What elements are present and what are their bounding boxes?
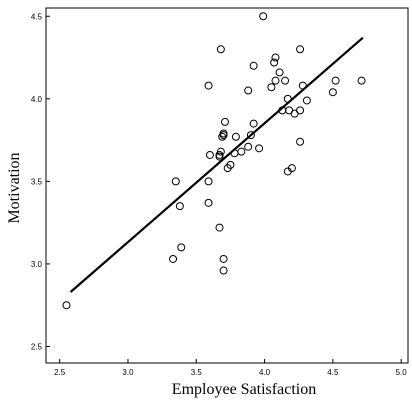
x-tick-label: 4.5	[327, 368, 339, 377]
x-tick-label: 3.5	[191, 368, 203, 377]
y-axis-ticks: 2.5 3.0 3.5 4.0 4.5	[31, 12, 50, 351]
x-tick-label: 4.0	[259, 368, 271, 377]
data-point	[205, 150, 214, 159]
data-point	[177, 243, 186, 252]
data-point	[296, 106, 305, 115]
data-point	[62, 301, 71, 310]
data-point	[287, 164, 296, 173]
plot-frame	[45, 7, 409, 364]
x-tick-label: 5.0	[396, 368, 408, 377]
data-point	[171, 177, 180, 186]
data-point	[249, 61, 258, 70]
data-point	[169, 254, 178, 263]
data-point	[216, 45, 225, 54]
fit-line	[69, 36, 364, 293]
fit-line-group	[69, 36, 364, 293]
data-point	[328, 88, 337, 97]
data-point	[226, 160, 235, 169]
data-point	[271, 53, 280, 62]
y-tick-label: 4.5	[31, 12, 43, 21]
data-point	[220, 117, 229, 126]
data-point	[244, 142, 253, 151]
data-point	[259, 12, 268, 21]
data-point	[267, 83, 276, 92]
data-points	[62, 12, 366, 310]
x-tick-label: 3.0	[122, 368, 134, 377]
data-point	[270, 58, 279, 67]
y-axis-title: Motivation	[6, 152, 23, 223]
data-point	[216, 147, 225, 156]
data-point	[219, 131, 228, 140]
data-point	[296, 137, 305, 146]
data-point	[255, 144, 264, 153]
data-point	[302, 96, 311, 105]
y-tick-label: 2.5	[31, 342, 43, 351]
data-point	[244, 86, 253, 95]
data-point	[249, 119, 258, 128]
data-point	[219, 254, 228, 263]
data-point	[204, 177, 213, 186]
data-point	[215, 152, 224, 161]
data-point	[175, 202, 184, 211]
data-point	[275, 68, 284, 77]
data-point	[237, 147, 246, 156]
data-point	[204, 81, 213, 90]
y-tick-label: 3.5	[31, 177, 43, 186]
data-point	[296, 45, 305, 54]
y-tick-label: 3.0	[31, 260, 43, 269]
x-axis-title: Employee Satisfaction	[172, 381, 316, 398]
data-point	[331, 76, 340, 85]
x-tick-label: 2.5	[54, 368, 66, 377]
x-axis-ticks: 2.5 3.0 3.5 4.0 4.5 5.0	[54, 359, 407, 377]
data-point	[271, 76, 280, 85]
data-point	[231, 132, 240, 141]
data-point	[357, 76, 366, 85]
data-point	[219, 266, 228, 275]
data-point	[215, 223, 224, 232]
data-point	[246, 131, 255, 140]
data-point	[281, 76, 290, 85]
y-tick-label: 4.0	[31, 95, 43, 104]
data-point	[204, 198, 213, 207]
